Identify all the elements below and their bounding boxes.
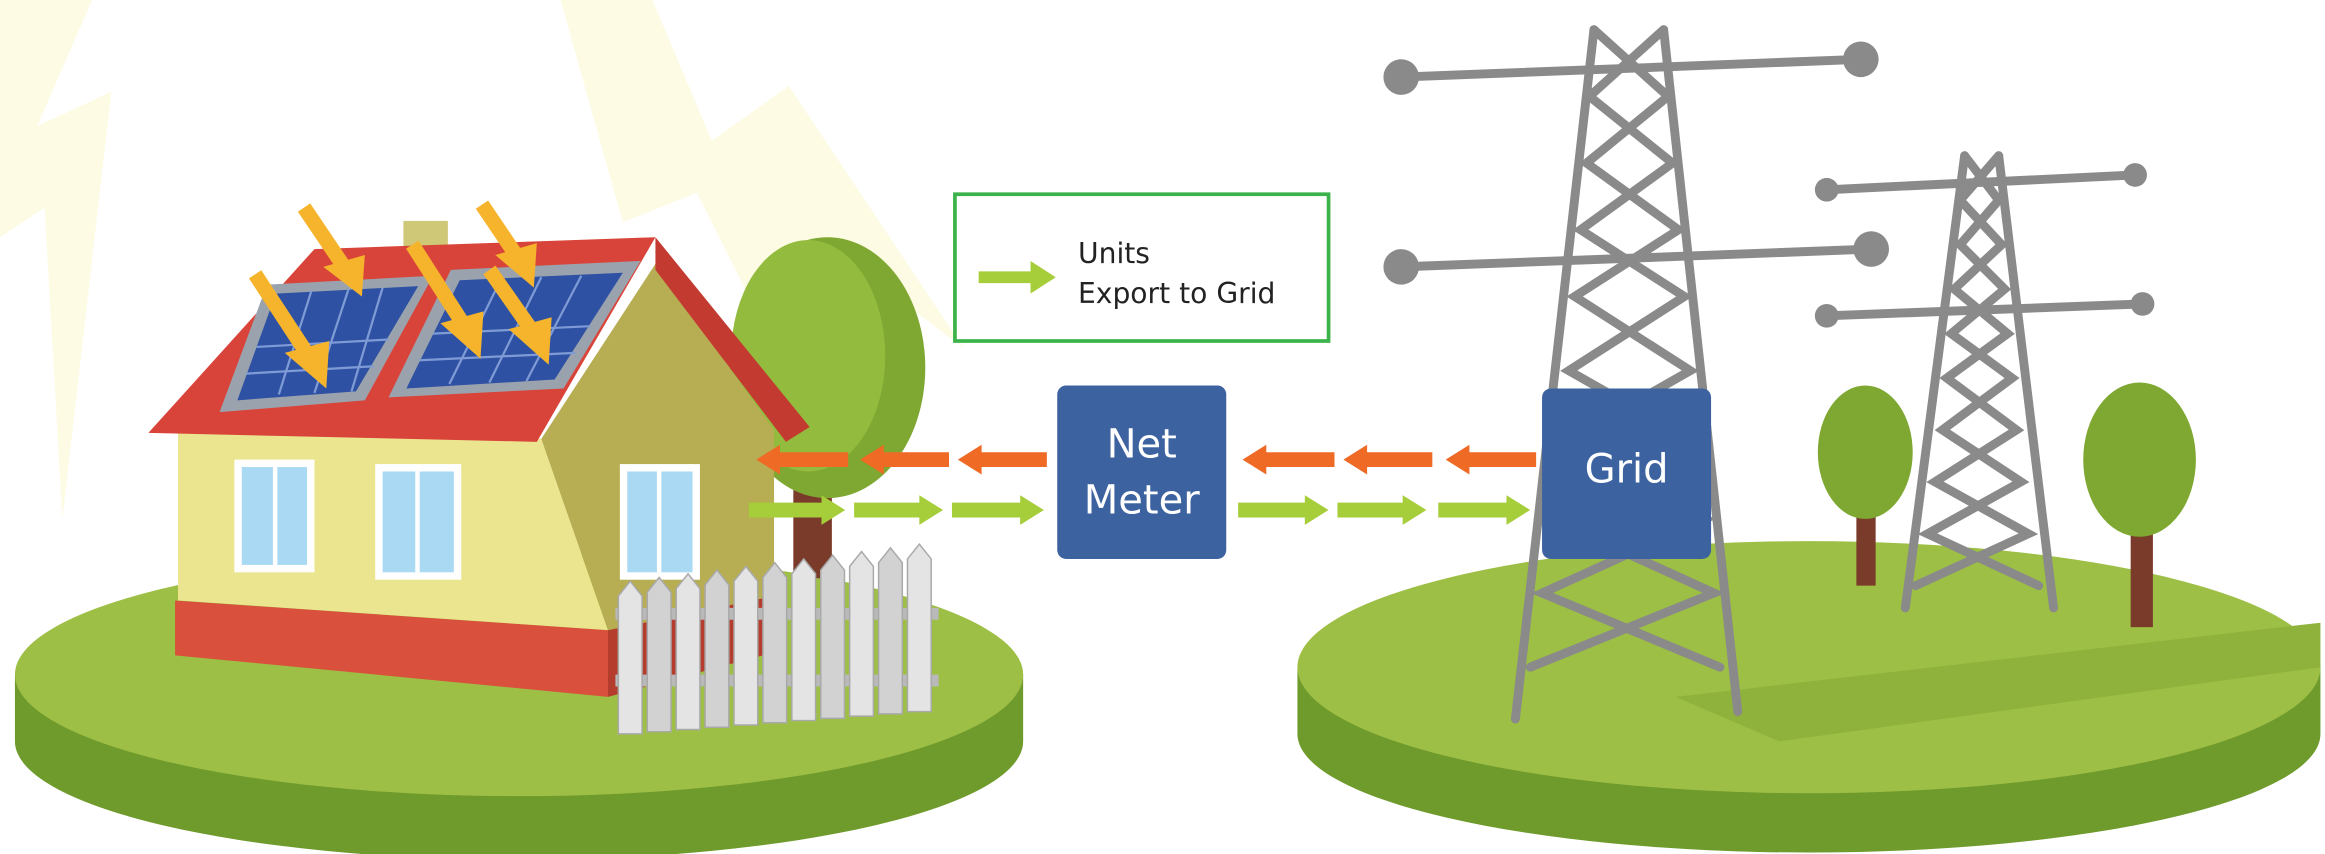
small-tower-part xyxy=(1900,151,1970,613)
fence-picket xyxy=(820,554,846,720)
fence-picket xyxy=(906,542,932,713)
import-arrow xyxy=(1445,444,1537,475)
flow-arrows xyxy=(748,444,1537,525)
small-tower xyxy=(1814,151,2155,613)
sun-rays-part xyxy=(508,317,552,365)
export-arrow xyxy=(1337,495,1427,525)
fence-picket xyxy=(762,561,788,724)
house-part-part xyxy=(415,471,420,573)
large-tower-part xyxy=(1659,25,1743,717)
legend-text: Units xyxy=(1078,237,1150,270)
sun-rays-part xyxy=(495,243,537,288)
fence-picket xyxy=(791,557,817,722)
import-arrow xyxy=(957,444,1047,475)
house-part-part xyxy=(525,275,583,382)
import-arrow xyxy=(1242,444,1335,475)
house-part xyxy=(175,600,608,697)
fence-picket xyxy=(646,576,672,733)
fence-picket xyxy=(848,550,875,717)
small-tower-part xyxy=(1994,151,2059,613)
right-trees-part xyxy=(1817,385,1913,519)
export-arrow xyxy=(1438,495,1531,525)
legend-arrow xyxy=(978,260,1056,294)
fence-picket xyxy=(877,546,904,715)
house-part-part xyxy=(350,287,384,392)
net-meter-node: Net Meter xyxy=(1057,385,1227,559)
fence-picket xyxy=(675,572,701,731)
export-arrow xyxy=(951,495,1044,525)
sun-rays-part xyxy=(483,265,537,334)
legend-part xyxy=(953,192,1331,343)
legend: Units Export to Grid xyxy=(953,192,1331,343)
grid-node-part xyxy=(1542,388,1712,559)
background-lightning-part xyxy=(0,0,112,519)
sun-rays-part xyxy=(406,240,469,328)
small-tower-part xyxy=(1822,170,2140,195)
small-tower-part xyxy=(2130,292,2155,316)
right-trees xyxy=(1817,382,2196,628)
house-part-part xyxy=(656,471,662,573)
sun-rays-part xyxy=(323,255,365,297)
large-tower-part xyxy=(1383,59,1419,95)
small-tower-part xyxy=(1822,299,2147,321)
house-part xyxy=(272,467,662,573)
sun-rays-part xyxy=(440,311,484,359)
right-island xyxy=(1297,541,2321,853)
node-label: Grid xyxy=(1585,446,1669,492)
sun-rays-part xyxy=(475,200,523,260)
right-island-part xyxy=(1675,622,2321,742)
import-arrow xyxy=(1343,444,1433,475)
large-tower-part xyxy=(1510,25,1599,724)
legend-text: Export to Grid xyxy=(1078,277,1275,310)
import-arrow xyxy=(756,444,849,475)
export-arrow xyxy=(748,495,846,525)
house-part xyxy=(541,263,775,631)
house-part xyxy=(655,237,810,442)
sun-rays-part xyxy=(248,270,315,360)
right-island-part xyxy=(1297,541,2321,794)
sun-rays-part xyxy=(297,203,351,272)
import-arrow xyxy=(860,444,949,475)
large-tower-part xyxy=(1383,249,1419,285)
fence xyxy=(615,542,939,735)
fence-picket xyxy=(733,565,759,726)
right-trees-part xyxy=(1856,496,1876,586)
right-trees-part xyxy=(2083,382,2196,537)
fence-picket xyxy=(617,580,643,735)
large-tower-part xyxy=(1396,54,1866,82)
large-tower-part xyxy=(1843,41,1879,78)
sun-rays-part xyxy=(284,341,330,389)
small-tower-part xyxy=(1814,177,1839,202)
right-trees-part xyxy=(2130,511,2153,628)
node-label: Net xyxy=(1107,421,1177,467)
large-tower-part xyxy=(1853,231,1889,267)
small-tower-part xyxy=(1911,151,2039,591)
net-meter-node-part xyxy=(1057,385,1227,559)
export-arrow xyxy=(854,495,944,525)
export-arrow xyxy=(1238,495,1329,525)
small-tower-part xyxy=(1814,303,1839,328)
house-part-part xyxy=(419,351,576,362)
node-label: Meter xyxy=(1084,478,1200,524)
fence-picket xyxy=(704,568,730,728)
house-part-part xyxy=(272,467,278,565)
grid-node: Grid xyxy=(1542,388,1712,559)
small-tower-part xyxy=(2123,163,2147,187)
sun-rays xyxy=(248,200,552,389)
large-tower-part xyxy=(1396,244,1876,272)
